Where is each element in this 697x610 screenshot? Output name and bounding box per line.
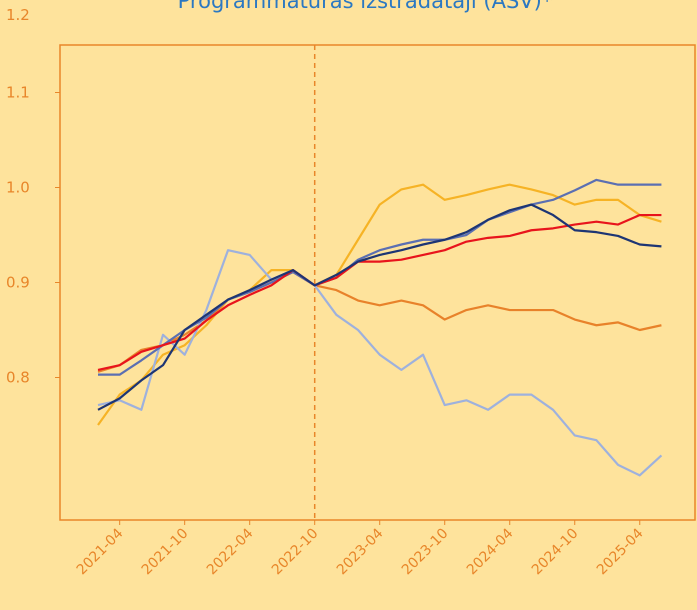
x-tick-label: 2023-10 [399, 526, 452, 579]
series-line [97, 203, 662, 411]
x-tick-label: 2022-10 [269, 526, 322, 579]
x-tick-label: 2024-04 [464, 525, 517, 578]
x-tick-label: 2025-04 [594, 525, 647, 578]
y-tick-label: 0.8 [6, 369, 30, 387]
y-tick-label: 0.9 [6, 274, 30, 292]
y-tick-label: 1.1 [6, 84, 30, 102]
series-line [97, 249, 663, 477]
series-line [97, 270, 662, 373]
chart-title: Programmatūras izstrādātāji (ASV)* [178, 0, 553, 13]
x-tick-label: 2024-10 [529, 526, 582, 579]
x-tick-label: 2021-10 [139, 526, 192, 579]
plot-frame [59, 44, 696, 521]
y-tick-label: 1.2 [6, 6, 30, 24]
x-tick-label: 2021-04 [74, 525, 127, 578]
y-tick-label: 1.0 [6, 179, 30, 197]
x-tick-label: 2023-04 [334, 525, 387, 578]
x-tick-label: 2022-04 [204, 525, 257, 578]
